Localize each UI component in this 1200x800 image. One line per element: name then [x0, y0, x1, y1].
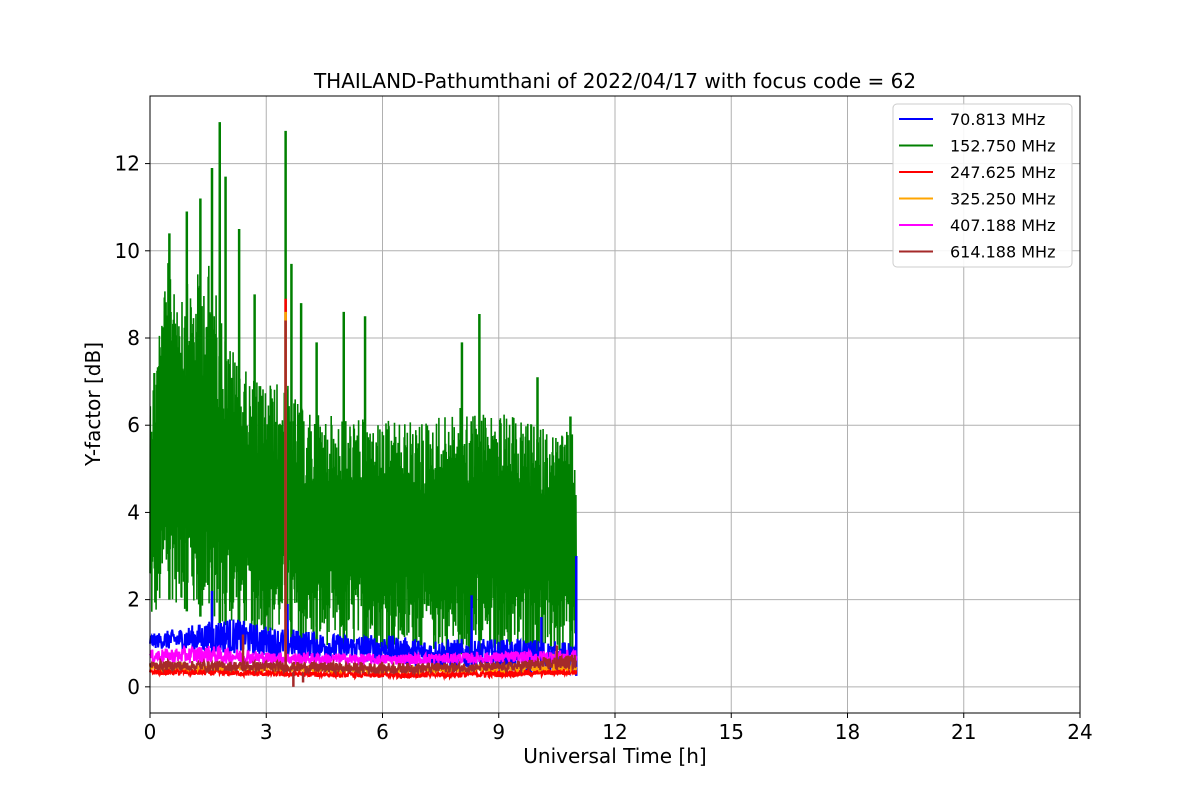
y-tick-label: 4	[127, 500, 140, 524]
x-tick-label: 3	[260, 720, 273, 744]
series-407-188-mhz	[149, 644, 578, 668]
legend-label: 407.188 MHz	[950, 216, 1055, 235]
y-tick-label: 10	[115, 239, 140, 263]
series-line	[149, 644, 578, 668]
series-614-188-mhz	[149, 320, 578, 687]
legend: 70.813 MHz 152.750 MHz 247.625 MHz 325.250 …	[892, 103, 1073, 268]
x-tick-label: 6	[376, 720, 389, 744]
x-tick-label: 24	[1067, 720, 1092, 744]
legend-label: 614.188 MHz	[950, 243, 1055, 262]
chart-title: THAILAND-Pathumthani of 2022/04/17 with …	[313, 69, 916, 93]
x-axis: 0 3 6 9 12 15 18 21 24	[144, 713, 1093, 744]
y-tick-label: 2	[127, 588, 140, 612]
y-axis-label: Y-factor [dB]	[81, 342, 105, 467]
x-tick-label: 21	[951, 720, 976, 744]
y-tick-label: 0	[127, 675, 140, 699]
x-tick-label: 9	[492, 720, 505, 744]
series-line	[149, 653, 578, 677]
legend-label: 325.250 MHz	[950, 190, 1055, 209]
x-tick-label: 12	[602, 720, 627, 744]
y-tick-label: 6	[127, 413, 140, 437]
y-tick-label: 12	[115, 152, 140, 176]
series-line	[149, 252, 578, 658]
x-axis-label: Universal Time [h]	[523, 744, 706, 768]
x-tick-label: 18	[835, 720, 860, 744]
legend-box	[892, 103, 1073, 268]
y-tick-label: 8	[127, 326, 140, 350]
y-axis: 0 2 4 6 8 10 12	[115, 152, 150, 699]
legend-label: 70.813 MHz	[950, 110, 1045, 129]
legend-label: 152.750 MHz	[950, 137, 1055, 156]
x-tick-label: 0	[144, 720, 157, 744]
plot-area	[149, 122, 578, 687]
legend-label: 247.625 MHz	[950, 163, 1055, 182]
series-152-750-mhz	[149, 122, 578, 661]
x-tick-label: 15	[719, 720, 744, 744]
